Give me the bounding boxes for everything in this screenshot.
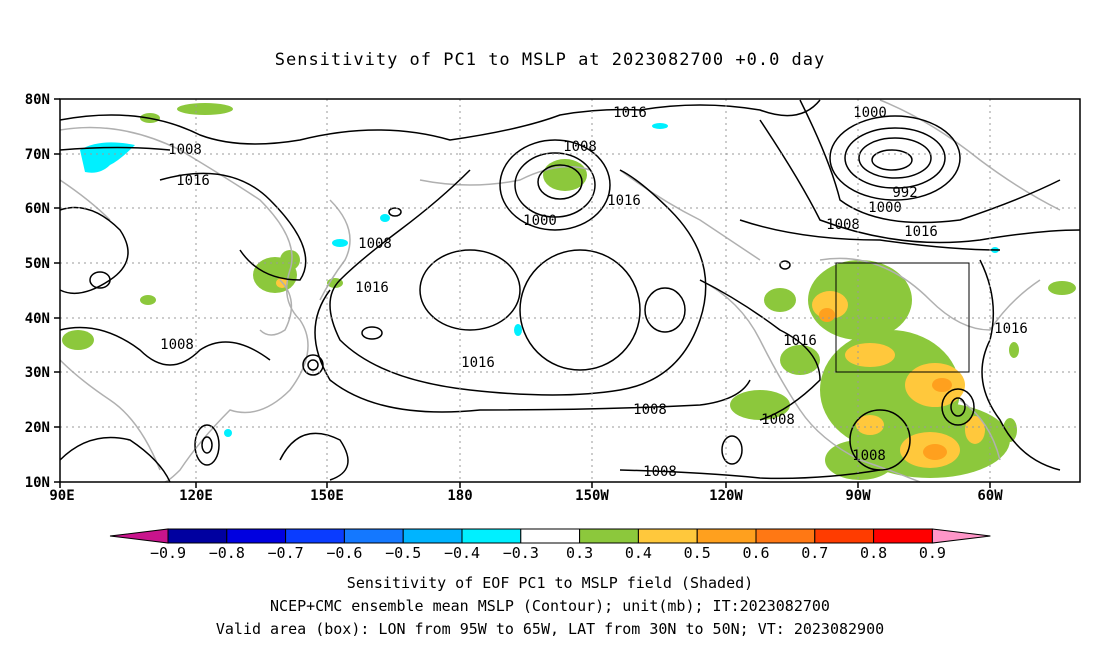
colorbar-arrow-left [109, 528, 169, 544]
colorbar-segment [167, 528, 228, 544]
colorbar-label: 0.6 [742, 544, 769, 562]
colorbar-label: −0.5 [385, 544, 421, 562]
colorbar-label: 0.5 [684, 544, 711, 562]
lon-label: 60W [977, 488, 1003, 504]
colorbar-label: 0.7 [801, 544, 828, 562]
contour-label: 1016 [994, 321, 1028, 337]
contour-labels: 1016 1000 1008 1016 1008 1000 1008 1016 … [160, 105, 1028, 480]
colorbar-label: −0.4 [444, 544, 480, 562]
colorbar-segment [285, 528, 345, 544]
grid-lines [60, 99, 1080, 482]
valid-area-box [835, 262, 970, 373]
contour-label: 1008 [761, 412, 795, 428]
colorbar-segment [814, 528, 875, 544]
lat-label: 40N [25, 311, 50, 327]
lat-label: 30N [25, 365, 50, 381]
colorbar-label: 0.9 [919, 544, 946, 562]
caption-shading: Sensitivity of EOF PC1 to MSLP field (Sh… [346, 574, 754, 592]
colorbar-label: 0.3 [566, 544, 593, 562]
contour-label: 1016 [355, 280, 389, 296]
colorbar-label: −0.9 [150, 544, 186, 562]
colorbar-segment [637, 528, 698, 544]
contour-label: 1008 [563, 139, 597, 155]
contour-label: 1016 [607, 193, 641, 209]
colorbar-label: −0.7 [268, 544, 304, 562]
colorbar-arrow-right [931, 528, 991, 544]
lat-label: 20N [25, 420, 50, 436]
contour-label: 1016 [461, 355, 495, 371]
coastlines [59, 99, 1061, 483]
colorbar-segment [402, 528, 463, 544]
shading-negative [80, 123, 999, 437]
contour-label: 1008 [168, 142, 202, 158]
contour-label: 992 [892, 185, 917, 201]
colorbar-segment [461, 528, 522, 544]
lon-label: 180 [447, 488, 472, 504]
mslp-contours [59, 99, 1081, 483]
lon-label: 120E [179, 488, 213, 504]
colorbar-segment [579, 528, 639, 544]
colorbar-label: −0.6 [326, 544, 362, 562]
colorbar-segment [343, 528, 404, 544]
lat-label: 10N [25, 475, 50, 491]
contour-label: 1008 [633, 402, 667, 418]
lon-label: 150E [310, 488, 344, 504]
colorbar-segment [755, 528, 816, 544]
lat-label: 60N [25, 201, 50, 217]
contour-label: 1000 [853, 105, 887, 121]
caption-contour: NCEP+CMC ensemble mean MSLP (Contour); u… [270, 597, 830, 615]
contour-label: 1008 [826, 217, 860, 233]
colorbar-segment [520, 528, 581, 544]
contour-label: 1008 [358, 236, 392, 252]
lon-label: 90E [49, 488, 74, 504]
contour-label: 1000 [868, 200, 902, 216]
lon-label: 120W [709, 488, 743, 504]
colorbar: −0.9 −0.8 −0.7 −0.6 −0.5 −0.4 −0.3 0.3 0.4 0.5 0.6… [109, 528, 991, 562]
colorbar-label: 0.4 [625, 544, 652, 562]
colorbar-label: 0.8 [860, 544, 887, 562]
contour-label: 1008 [160, 337, 194, 353]
map-title: Sensitivity of PC1 to MSLP at 2023082700… [274, 50, 826, 70]
contour-label: 1016 [613, 105, 647, 121]
contour-label: 1016 [783, 333, 817, 349]
contour-label: 1016 [904, 224, 938, 240]
caption-valid-area: Valid area (box): LON from 95W to 65W, L… [215, 620, 885, 638]
contour-label: 1008 [643, 464, 677, 480]
colorbar-label: −0.3 [503, 544, 539, 562]
colorbar-segment [226, 528, 287, 544]
contour-label: 1016 [176, 173, 210, 189]
colorbar-label: −0.8 [209, 544, 245, 562]
lat-label: 80N [25, 92, 50, 108]
lat-label: 50N [25, 256, 50, 272]
colorbar-segment [696, 528, 757, 544]
lon-label: 150W [575, 488, 609, 504]
colorbar-segment [873, 528, 933, 544]
lat-label: 70N [25, 147, 50, 163]
lon-label: 90W [845, 488, 871, 504]
contour-label: 1000 [523, 213, 557, 229]
contour-label: 1008 [852, 448, 886, 464]
